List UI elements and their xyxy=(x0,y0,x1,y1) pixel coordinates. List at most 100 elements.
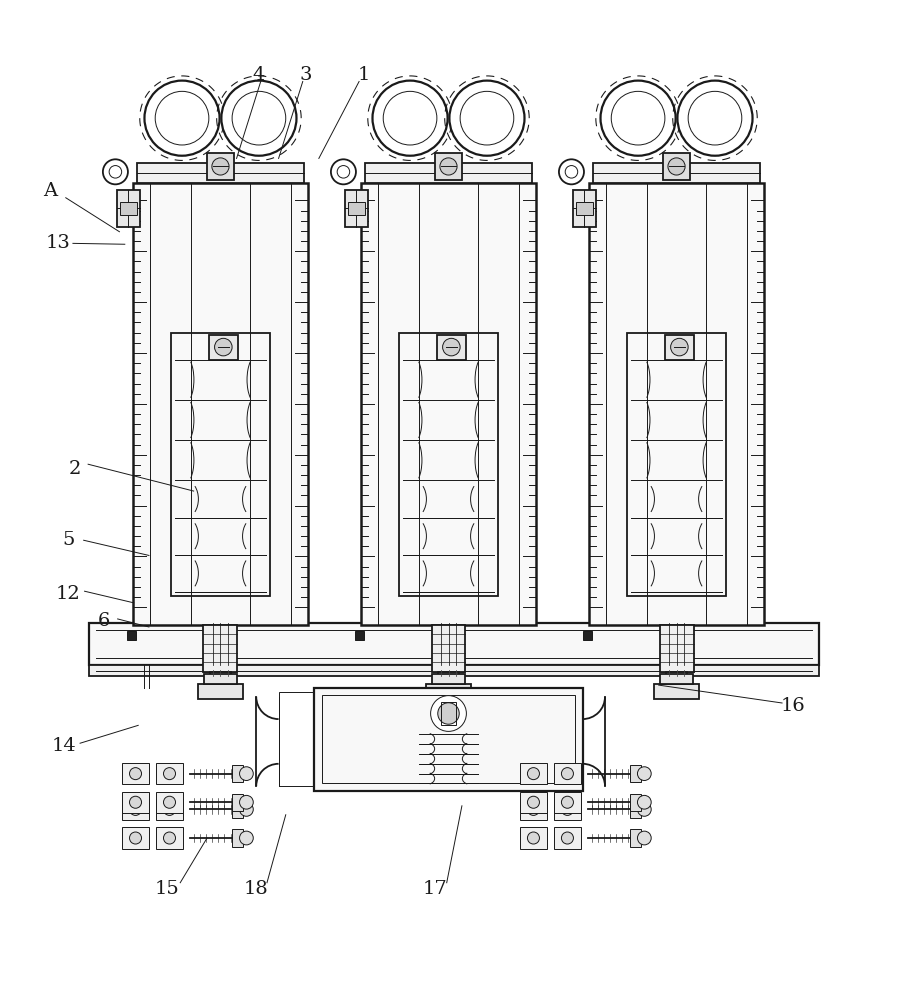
Text: 13: 13 xyxy=(45,234,70,252)
Bar xyxy=(659,625,693,672)
Bar xyxy=(627,333,727,596)
Circle shape xyxy=(442,338,460,356)
Text: 2: 2 xyxy=(68,460,81,478)
Circle shape xyxy=(239,803,253,816)
Circle shape xyxy=(527,768,539,780)
Circle shape xyxy=(163,796,176,808)
Circle shape xyxy=(559,159,584,184)
Bar xyxy=(120,202,137,215)
Circle shape xyxy=(611,91,665,145)
Bar xyxy=(348,202,365,215)
Text: 15: 15 xyxy=(154,880,179,898)
Circle shape xyxy=(438,703,459,724)
Bar xyxy=(134,183,308,625)
Bar xyxy=(593,163,760,183)
Bar xyxy=(314,688,583,791)
Circle shape xyxy=(677,81,753,156)
Circle shape xyxy=(239,795,253,809)
Circle shape xyxy=(372,81,448,156)
Bar xyxy=(204,674,237,684)
Circle shape xyxy=(638,831,651,845)
Bar xyxy=(554,792,581,813)
Bar xyxy=(122,792,149,813)
Circle shape xyxy=(527,803,539,815)
Bar xyxy=(209,335,238,360)
Circle shape xyxy=(144,81,220,156)
Bar xyxy=(156,799,183,820)
Bar xyxy=(122,799,149,820)
Bar xyxy=(122,763,149,784)
Circle shape xyxy=(527,832,539,844)
Bar xyxy=(432,674,465,684)
Bar xyxy=(232,765,243,782)
Bar xyxy=(156,763,183,784)
Text: 4: 4 xyxy=(253,66,266,84)
Bar xyxy=(361,183,536,625)
Circle shape xyxy=(337,166,350,178)
Circle shape xyxy=(600,81,675,156)
Bar xyxy=(232,829,243,847)
Circle shape xyxy=(565,166,578,178)
Bar xyxy=(520,827,547,849)
Bar xyxy=(279,692,314,786)
Circle shape xyxy=(129,803,142,815)
Bar xyxy=(207,153,234,180)
Bar xyxy=(554,827,581,849)
Text: 3: 3 xyxy=(300,66,311,84)
Bar xyxy=(630,765,640,782)
Bar xyxy=(431,625,466,672)
Circle shape xyxy=(383,91,437,145)
Bar xyxy=(89,623,819,665)
Bar xyxy=(398,333,499,596)
Circle shape xyxy=(129,768,142,780)
Bar xyxy=(156,792,183,813)
Circle shape xyxy=(562,832,573,844)
Bar xyxy=(232,801,243,818)
Bar xyxy=(170,333,270,596)
Bar xyxy=(630,829,640,847)
Bar xyxy=(573,190,596,227)
Circle shape xyxy=(129,832,142,844)
Text: 6: 6 xyxy=(98,612,110,630)
Bar xyxy=(655,684,699,699)
Circle shape xyxy=(527,796,539,808)
Bar xyxy=(660,674,693,684)
Bar xyxy=(426,684,471,699)
Circle shape xyxy=(163,832,176,844)
Circle shape xyxy=(668,158,685,175)
Bar xyxy=(354,631,364,640)
Bar xyxy=(321,695,576,783)
Bar xyxy=(89,665,819,676)
Bar xyxy=(126,631,136,640)
Circle shape xyxy=(103,159,128,184)
Text: 16: 16 xyxy=(780,697,806,715)
Bar xyxy=(435,153,462,180)
Circle shape xyxy=(129,796,142,808)
Bar xyxy=(576,202,593,215)
Bar xyxy=(441,702,456,725)
Circle shape xyxy=(239,767,253,780)
Circle shape xyxy=(109,166,122,178)
Circle shape xyxy=(431,696,466,731)
Bar xyxy=(198,684,242,699)
Circle shape xyxy=(239,831,253,845)
Circle shape xyxy=(638,767,651,780)
Circle shape xyxy=(232,91,286,145)
Circle shape xyxy=(163,803,176,815)
Bar xyxy=(156,827,183,849)
Bar xyxy=(520,763,547,784)
Circle shape xyxy=(214,338,232,356)
Bar xyxy=(663,153,690,180)
Circle shape xyxy=(212,158,229,175)
Bar xyxy=(365,163,532,183)
Circle shape xyxy=(688,91,742,145)
Circle shape xyxy=(562,803,573,815)
Text: 5: 5 xyxy=(62,531,74,549)
Text: 1: 1 xyxy=(357,66,370,84)
Bar xyxy=(630,801,640,818)
Bar xyxy=(520,792,547,813)
Bar xyxy=(554,799,581,820)
Bar xyxy=(232,794,243,811)
Circle shape xyxy=(163,768,176,780)
Bar xyxy=(122,827,149,849)
